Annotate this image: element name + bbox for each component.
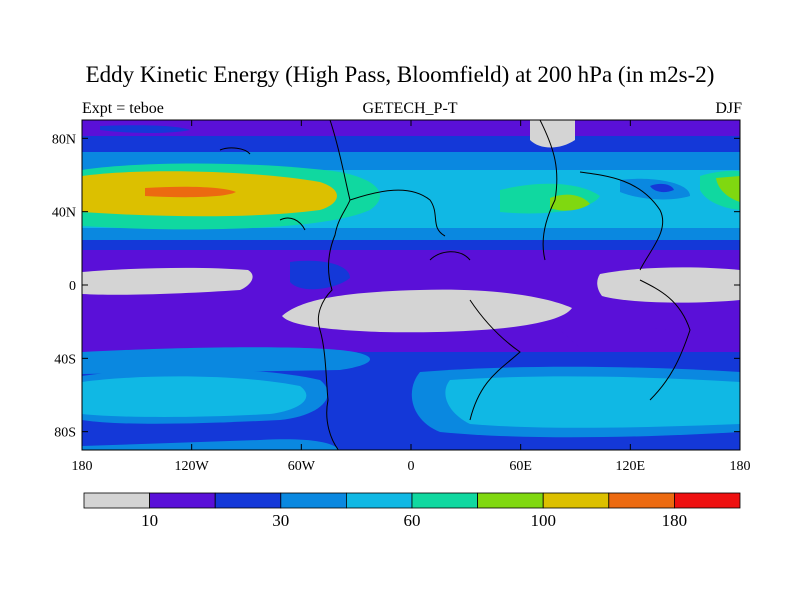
colorbar-label: 30: [272, 511, 289, 530]
y-tick-label: 80S: [54, 426, 76, 441]
colorbar-swatch: [345, 492, 413, 509]
y-tick-label: 40S: [54, 352, 76, 367]
colorbar-swatch: [674, 492, 741, 509]
colorbar-swatch: [83, 492, 150, 509]
x-tick-label: 0: [408, 459, 415, 474]
colorbar-swatch: [280, 492, 347, 509]
plot-title: Eddy Kinetic Energy (High Pass, Bloomfie…: [85, 62, 715, 87]
season-label: DJF: [715, 100, 742, 117]
x-tick-label: 120E: [616, 459, 646, 474]
y-tick-label: 40N: [52, 206, 76, 221]
x-tick-label: 60W: [288, 459, 316, 474]
colorbar: [83, 492, 741, 509]
y-tick-label: 80N: [52, 132, 76, 147]
colorbar-label: 60: [404, 511, 421, 530]
colorbar-swatch: [214, 492, 282, 509]
model-label: GETECH_P-T: [362, 100, 458, 117]
experiment-label: Expt = teboe: [82, 100, 164, 117]
colorbar-swatch: [477, 492, 544, 509]
x-tick-label: 180: [72, 459, 93, 474]
colorbar-swatch: [411, 492, 478, 509]
colorbar-swatch: [149, 492, 216, 509]
y-tick-label: 0: [69, 279, 76, 294]
coastlines: [219, 120, 691, 450]
colorbar-swatch: [608, 492, 675, 509]
colorbar-label: 10: [141, 511, 158, 530]
x-tick-label: 180: [730, 459, 751, 474]
colorbar-swatch: [542, 492, 610, 509]
contour-field: [82, 120, 740, 450]
colorbar-label: 100: [530, 511, 556, 530]
x-tick-label: 60E: [509, 459, 532, 474]
x-tick-label: 120W: [175, 459, 210, 474]
colorbar-label: 180: [662, 511, 688, 530]
